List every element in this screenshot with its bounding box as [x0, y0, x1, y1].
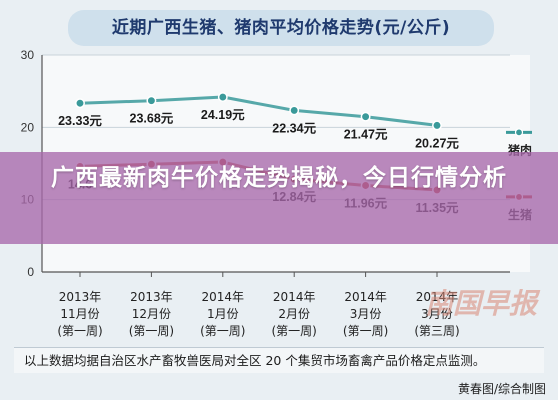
data-label: 21.47元: [344, 128, 388, 142]
x-tick-label: 2013年: [130, 290, 173, 304]
data-point: [217, 92, 228, 102]
legend-marker: [514, 128, 524, 137]
series-line-0: [78, 95, 439, 127]
data-point: [360, 111, 371, 122]
data-label: 24.19元: [201, 108, 245, 122]
x-tick-label: 11月份: [60, 307, 99, 321]
headline: 广西最新肉牛价格走势揭秘，今日行情分析: [51, 165, 507, 191]
x-tick-label: (第一周): [200, 324, 245, 338]
x-tick-label: 2014年: [416, 290, 459, 304]
x-tick-label: (第一周): [57, 324, 102, 338]
data-point: [146, 95, 157, 106]
newspaper-watermark: 南国早报: [425, 287, 538, 320]
data-label: 23.33元: [58, 114, 102, 128]
y-tick-label: 30: [21, 48, 35, 62]
x-tick-label: (第三周): [414, 324, 459, 338]
x-tick-label: (第一周): [129, 324, 174, 338]
chart-title: 近期广西生猪、猪肉平均价格走势(元/公斤): [111, 18, 451, 38]
data-label: 23.68元: [130, 112, 174, 126]
x-tick-label: 2014年: [273, 290, 316, 304]
data-label: 22.34元: [272, 121, 316, 135]
x-tick-label: 12月份: [132, 307, 171, 321]
data-label: 20.27元: [415, 136, 459, 150]
data-point: [289, 105, 300, 116]
image-credit: 黄春图/综合制图: [457, 382, 546, 396]
x-tick-label: (第一周): [343, 324, 388, 338]
x-tick-label: 2013年: [59, 290, 102, 304]
headline-overlay: [0, 152, 558, 244]
data-point: [432, 120, 442, 131]
x-tick-label: (第一周): [272, 324, 317, 338]
y-tick-label: 0: [27, 265, 34, 279]
data-point: [75, 98, 85, 109]
x-tick-label: 3月份: [421, 307, 453, 321]
title-pill: [68, 10, 494, 46]
x-tick-label: 3月份: [350, 307, 382, 321]
x-tick-label: 2月份: [278, 307, 310, 321]
x-tick-label: 2014年: [344, 290, 387, 304]
y-tick-label: 20: [21, 120, 35, 134]
source-note: 以上数据均据自治区水产畜牧兽医局对全区 20 个集贸市场畜禽产品价格定点监测。: [14, 347, 544, 373]
x-tick-label: 1月份: [207, 307, 239, 321]
x-tick-label: 2014年: [202, 290, 245, 304]
